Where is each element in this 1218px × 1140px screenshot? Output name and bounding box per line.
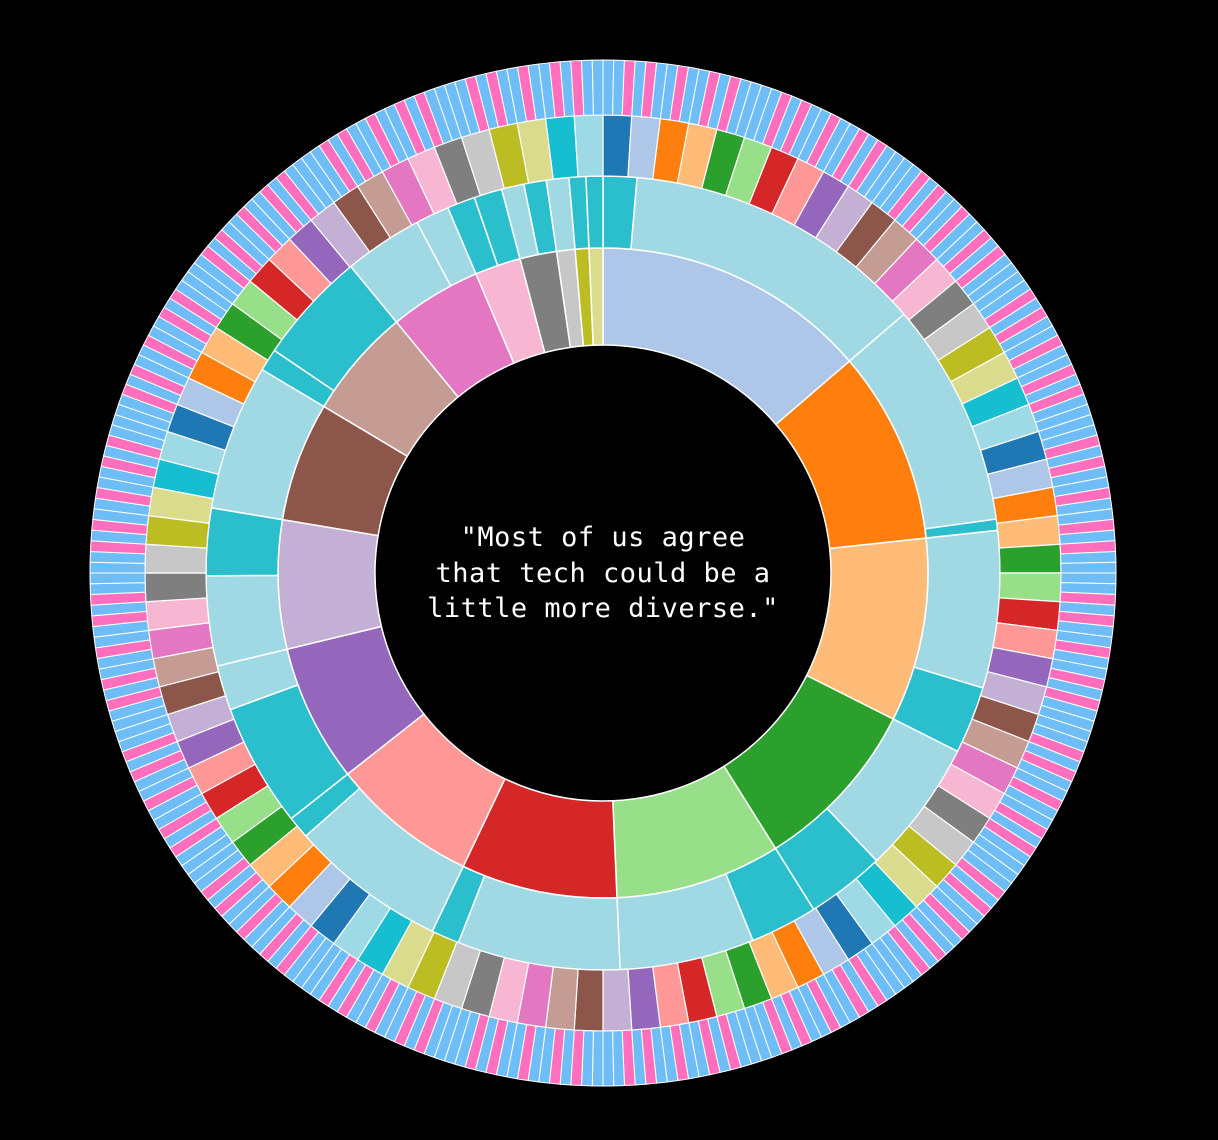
outer-segment	[1060, 561, 1117, 574]
outer-segment	[1060, 572, 1117, 585]
middle-segment	[913, 529, 1001, 690]
outer-segment	[89, 561, 146, 574]
rings-layer	[89, 59, 1117, 1087]
middle-segment	[585, 175, 604, 250]
outer-segment	[602, 59, 615, 116]
center-quote: "Most of us agree that tech could be a l…	[427, 522, 779, 624]
outer-segment	[580, 59, 594, 116]
category-segment	[998, 543, 1062, 574]
outer-segment	[591, 59, 604, 116]
middle-segment	[205, 574, 288, 667]
outer-segment	[591, 1030, 604, 1087]
inner-segment	[277, 518, 383, 651]
outer-segment	[602, 1030, 615, 1087]
category-segment	[144, 543, 208, 574]
category-segment	[144, 572, 208, 603]
outer-segment	[89, 572, 146, 585]
category-segment	[573, 114, 604, 178]
outer-segment	[89, 582, 146, 596]
category-segment	[573, 968, 604, 1032]
center-quote-line-2: that tech could be a	[435, 558, 770, 589]
category-segment	[602, 968, 633, 1032]
center-quote-line-3: little more diverse."	[427, 593, 779, 624]
outer-segment	[1060, 550, 1117, 564]
outer-segment	[612, 1030, 626, 1087]
center-quote-line-1: "Most of us agree	[461, 522, 746, 553]
category-segment	[998, 572, 1062, 603]
category-segment	[602, 114, 633, 178]
